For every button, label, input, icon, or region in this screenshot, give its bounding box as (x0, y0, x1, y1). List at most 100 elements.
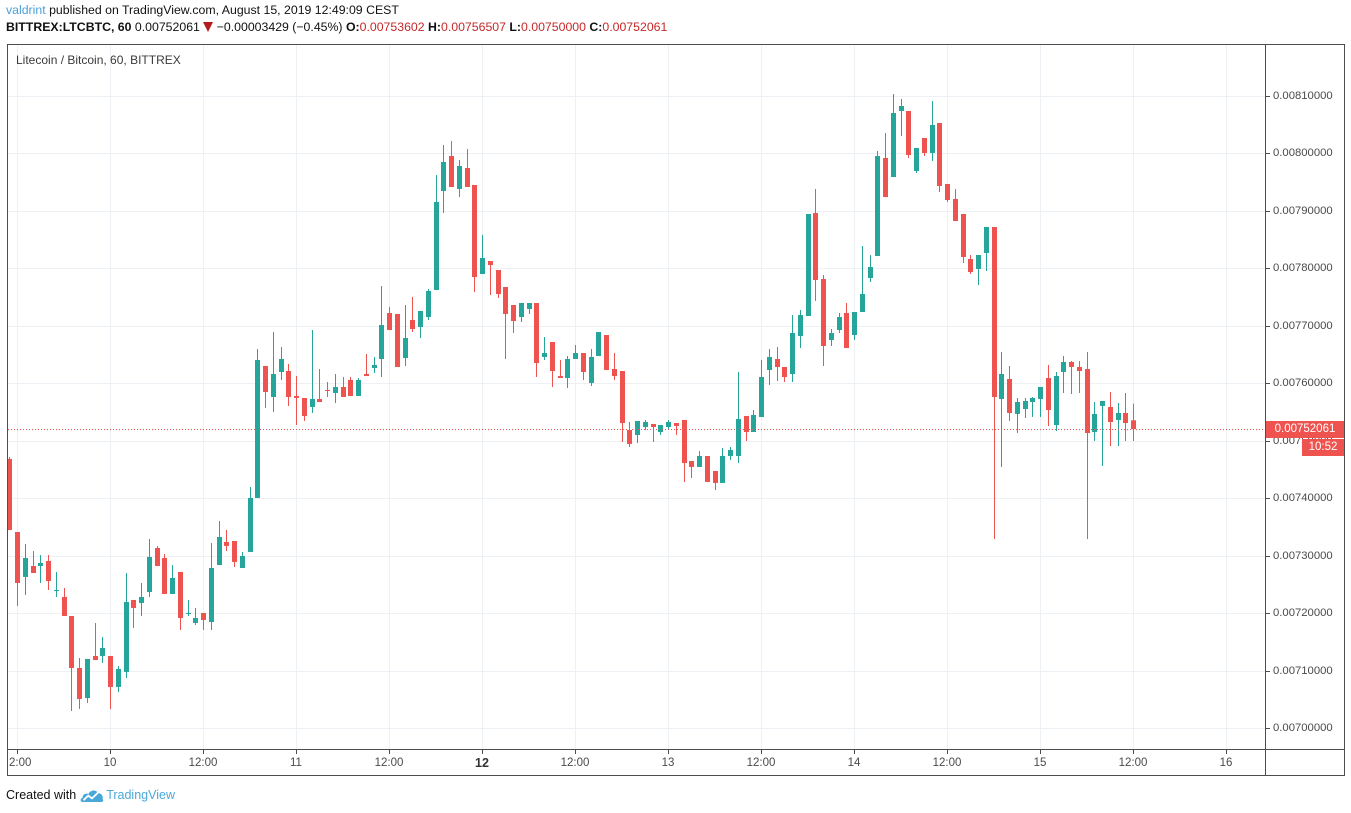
candles (8, 93, 1136, 711)
candle-body (186, 612, 191, 614)
time-axis-tick (761, 750, 762, 754)
candle-body (15, 532, 20, 584)
candle-up (589, 348, 594, 387)
candle-body (589, 356, 594, 383)
candle-body (62, 596, 67, 617)
candle-down (62, 588, 67, 617)
candle-body (906, 111, 911, 155)
price-axis-tick (1266, 211, 1270, 212)
candle-body (751, 414, 756, 433)
candle-body (54, 589, 59, 591)
candle-body (1061, 361, 1066, 372)
time-axis-label: 2:00 (9, 757, 32, 769)
candle-up (658, 425, 663, 436)
candle-up (829, 328, 834, 346)
candle-body (581, 353, 586, 372)
candle-body (961, 213, 966, 257)
time-axis-label: 12:00 (932, 757, 962, 769)
candle-up (1116, 402, 1121, 446)
candle-body (8, 458, 12, 530)
candle-body (1054, 376, 1059, 426)
candle-up (999, 351, 1004, 467)
candle-body (379, 325, 384, 359)
candle-body (147, 556, 152, 592)
candle-down (705, 455, 710, 482)
candle-body (387, 312, 392, 331)
candle-body (883, 157, 888, 198)
candle-up (1023, 397, 1028, 418)
candle-body (46, 560, 51, 581)
candle-up (790, 315, 795, 382)
candle-up (930, 101, 935, 161)
candle-up (255, 348, 260, 498)
time-axis-tick (854, 750, 855, 754)
time-axis-tick (110, 750, 111, 754)
candle-body (426, 290, 431, 318)
candle-body (116, 668, 121, 687)
candle-up (23, 543, 28, 595)
candle-down (449, 141, 454, 188)
candle-body (573, 353, 578, 359)
candle-body (976, 254, 981, 270)
time-axis-tick (1226, 750, 1227, 754)
candle-down (883, 132, 888, 198)
candle-up (457, 159, 462, 198)
candle-up (542, 336, 547, 360)
time-axis-tick (389, 750, 390, 754)
candle-body (666, 422, 671, 428)
candle-down (232, 540, 237, 567)
candle-body (263, 366, 268, 392)
candle-body (302, 397, 307, 416)
price-axis-tick (1266, 383, 1270, 384)
candle-up (356, 377, 361, 396)
candle-body (984, 226, 989, 253)
candle-down (224, 529, 229, 551)
candle-body (271, 374, 276, 397)
candle-body (131, 599, 136, 608)
time-axis-tick (1133, 750, 1134, 754)
candle-up (860, 246, 865, 313)
candle-down (15, 532, 20, 607)
candle-down (992, 226, 997, 539)
symbol-label: BITTREX:LTCBTC, 60 (6, 20, 132, 34)
candle-down (953, 188, 958, 221)
candle-body (434, 202, 439, 290)
time-axis-tick (296, 750, 297, 754)
candle-up (54, 571, 59, 597)
candle-down (395, 313, 400, 367)
candle-up (1030, 397, 1035, 418)
candle-body (705, 455, 710, 482)
candle-body (992, 226, 997, 397)
tradingview-link[interactable]: TradingView (106, 788, 175, 802)
candle-up (852, 312, 857, 341)
candle-up (759, 359, 764, 418)
candle-down (302, 397, 307, 421)
candle-up (217, 520, 222, 566)
candle-down (821, 274, 826, 367)
candle-up (271, 331, 276, 413)
candle-body (744, 415, 749, 433)
candle-down (627, 422, 632, 447)
candle-body (488, 261, 493, 265)
author-link[interactable]: valdrint (6, 3, 46, 17)
candle-body (1007, 379, 1012, 413)
candle-down (961, 213, 966, 263)
candle-body (209, 567, 214, 622)
candle-up (519, 302, 524, 322)
candle-body (1038, 386, 1043, 400)
candle-body (697, 455, 702, 467)
candle-up (209, 542, 214, 630)
candle-body (682, 419, 687, 464)
candle-body (395, 313, 400, 367)
candle-body (69, 616, 74, 668)
price-axis-tick (1266, 441, 1270, 442)
candle-up (837, 312, 842, 334)
candle-body (627, 430, 632, 444)
candle-body (930, 124, 935, 153)
candle-down (286, 363, 291, 406)
candle-up (565, 356, 570, 388)
candle-body (465, 167, 470, 188)
candle-up (100, 636, 105, 663)
candle-up (480, 234, 485, 275)
price-axis-tick (1266, 96, 1270, 97)
